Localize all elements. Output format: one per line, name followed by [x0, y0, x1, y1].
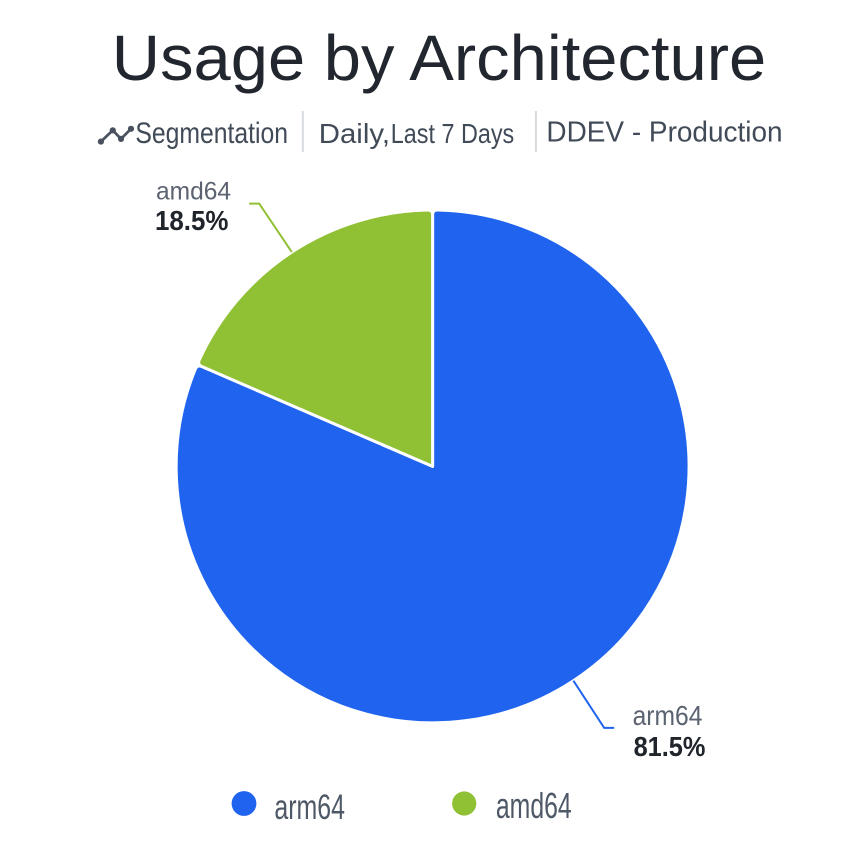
svg-text:arm64: arm64 [633, 700, 703, 731]
svg-text:Usage by Architecture: Usage by Architecture [112, 22, 766, 94]
svg-text:Last 7 Days: Last 7 Days [391, 118, 514, 149]
svg-text:81.5%: 81.5% [634, 731, 706, 762]
svg-text:amd64: amd64 [156, 178, 231, 206]
svg-text:amd64: amd64 [496, 786, 572, 826]
svg-text:DDEV - Production: DDEV - Production [546, 117, 782, 149]
svg-text:arm64: arm64 [274, 788, 345, 827]
svg-text:Segmentation: Segmentation [135, 118, 288, 150]
svg-text:18.5%: 18.5% [155, 204, 228, 236]
svg-text:Daily,: Daily, [319, 118, 390, 149]
